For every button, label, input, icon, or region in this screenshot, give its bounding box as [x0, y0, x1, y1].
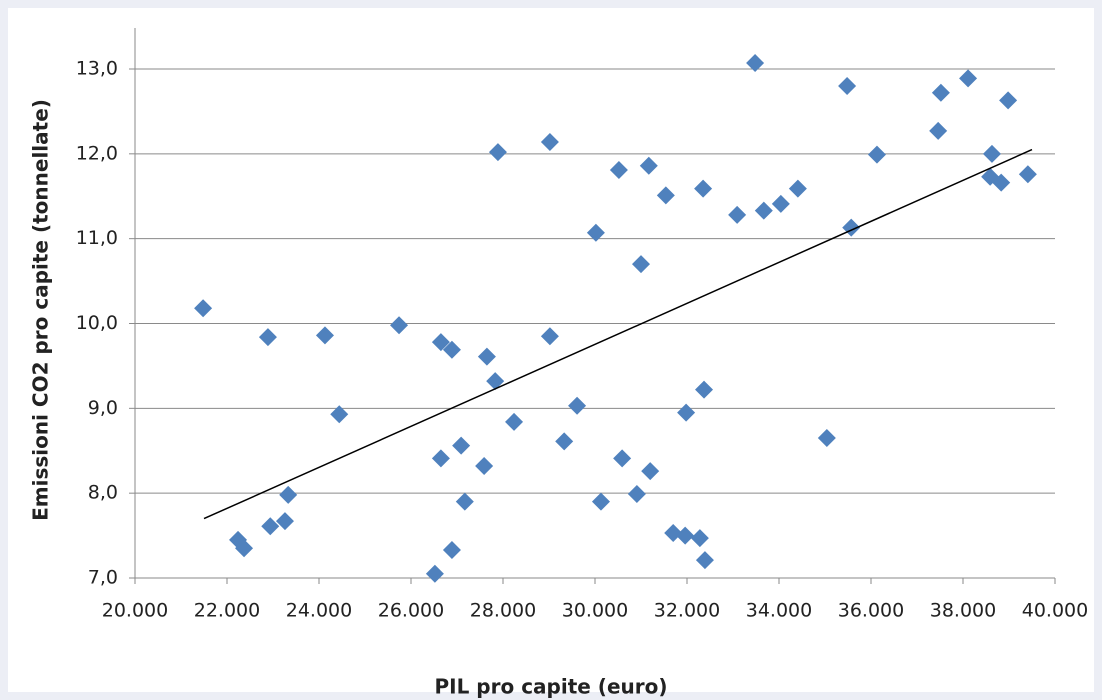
x-axis-title: PIL pro capite (euro) [435, 675, 668, 699]
point [475, 457, 494, 476]
x-tick-label: 30.000 [562, 600, 628, 622]
point [455, 492, 474, 511]
point [677, 403, 696, 422]
point [315, 326, 334, 345]
point [664, 524, 683, 543]
point [838, 76, 857, 95]
x-tick-label: 28.000 [470, 600, 536, 622]
point [982, 144, 1001, 163]
point [676, 526, 695, 545]
y-tick-label: 7,0 [88, 567, 118, 589]
point [568, 396, 587, 415]
point [746, 54, 765, 73]
point [1018, 165, 1037, 184]
point [477, 347, 496, 366]
point [275, 512, 294, 531]
x-tick-label: 40.000 [1022, 600, 1088, 622]
x-tick-label: 20.000 [102, 600, 168, 622]
point [442, 340, 461, 359]
y-axis-title: Emissioni CO2 pro capite (tonnellate) [29, 99, 53, 521]
y-tick-label: 11,0 [76, 227, 118, 249]
point [771, 194, 790, 213]
point [695, 551, 714, 570]
chart-panel [8, 8, 1094, 692]
point [656, 186, 675, 205]
point [999, 91, 1018, 110]
point [452, 436, 471, 455]
x-tick-label: 36.000 [838, 600, 904, 622]
point [235, 539, 254, 558]
point [641, 462, 660, 481]
x-tick-label: 24.000 [286, 600, 352, 622]
point [690, 529, 709, 548]
point [486, 372, 505, 391]
trendline [203, 148, 1033, 520]
point [639, 156, 658, 175]
point [279, 485, 298, 504]
y-tick-label: 10,0 [76, 312, 118, 334]
point [488, 143, 507, 162]
point [992, 173, 1011, 192]
y-tick-label: 8,0 [88, 482, 118, 504]
point [613, 449, 632, 468]
point [609, 160, 628, 179]
x-tick-label: 32.000 [654, 600, 720, 622]
point [929, 121, 948, 140]
point [959, 69, 978, 88]
point [586, 223, 605, 242]
point [390, 316, 409, 335]
point [194, 299, 213, 318]
point [694, 179, 713, 198]
point [442, 541, 461, 560]
y-tick-label: 9,0 [88, 397, 118, 419]
point [505, 412, 524, 431]
point [258, 328, 277, 347]
point [867, 145, 886, 164]
point [632, 255, 650, 274]
point [627, 485, 646, 504]
point [330, 405, 349, 424]
point [788, 179, 807, 198]
point [931, 83, 950, 102]
y-tick-label: 13,0 [76, 58, 118, 80]
point [555, 432, 574, 451]
point [817, 429, 836, 448]
point [754, 201, 773, 220]
x-tick-label: 34.000 [746, 600, 812, 622]
point [425, 564, 444, 583]
point [431, 449, 450, 468]
x-tick-label: 26.000 [378, 600, 444, 622]
point [695, 380, 714, 399]
point [540, 132, 559, 151]
x-tick-label: 22.000 [194, 600, 260, 622]
x-tick-label: 38.000 [930, 600, 996, 622]
point [431, 333, 450, 352]
y-tick-label: 12,0 [76, 142, 118, 164]
point [261, 517, 280, 536]
point [728, 205, 747, 224]
point [540, 327, 559, 346]
point [591, 492, 610, 511]
